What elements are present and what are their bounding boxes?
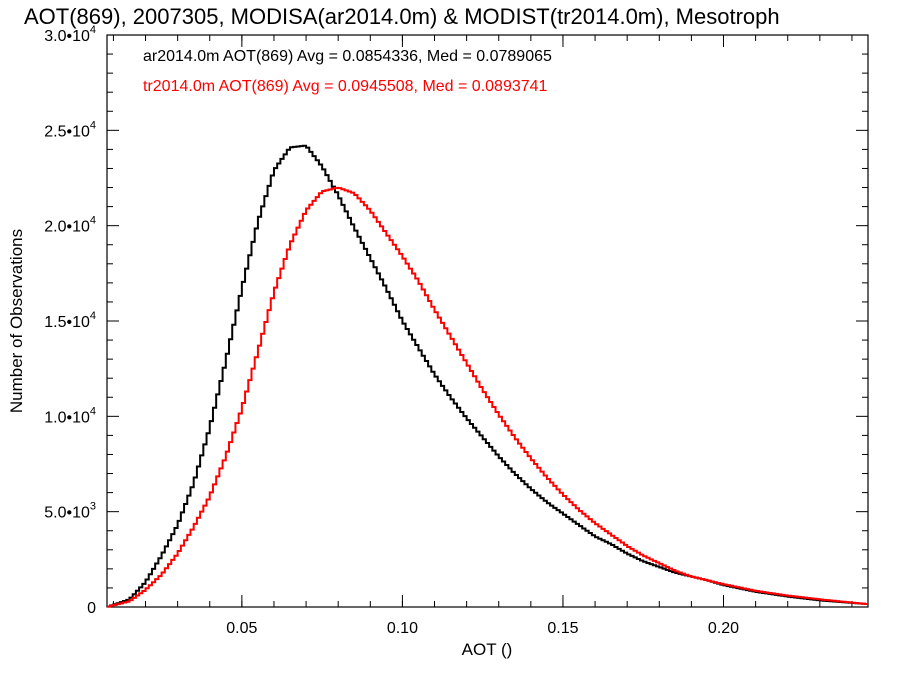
- series-line-red: [107, 186, 868, 608]
- x-ticks: 0.05 0.10 0.15 0.20: [112, 35, 853, 637]
- y-tick-label: 2.5•104: [44, 119, 96, 140]
- series-lines: [107, 144, 868, 608]
- x-axis-label: AOT (): [462, 640, 513, 659]
- y-tick-label: 1.0•104: [44, 405, 96, 426]
- plot-frame: [106, 34, 869, 608]
- x-tick-label: 0.05: [226, 620, 257, 637]
- y-tick-label: 0: [87, 600, 96, 617]
- y-tick-label: 3.0•104: [44, 24, 96, 45]
- legend-entry-black: ar2014.0m AOT(869) Avg = 0.0854336, Med …: [143, 48, 552, 65]
- legend-entry-red: tr2014.0m AOT(869) Avg = 0.0945508, Med …: [143, 78, 548, 95]
- x-tick-label: 0.10: [387, 620, 418, 637]
- y-tick-label: 1.5•104: [44, 310, 96, 331]
- y-tick-label: 2.0•104: [44, 215, 96, 236]
- y-axis-label: Number of Observations: [7, 229, 26, 413]
- y-ticks: 0 5.0•103 1.0•104 1.5•104 2.0•104 2.5•104 3.0•…: [44, 24, 868, 617]
- x-tick-label: 0.15: [547, 620, 578, 637]
- y-tick-label: 5.0•103: [44, 501, 96, 522]
- series-line-black: [107, 144, 868, 608]
- x-tick-label: 0.20: [708, 620, 739, 637]
- chart-title: AOT(869), 2007305, MODISA(ar2014.0m) & M…: [24, 4, 780, 29]
